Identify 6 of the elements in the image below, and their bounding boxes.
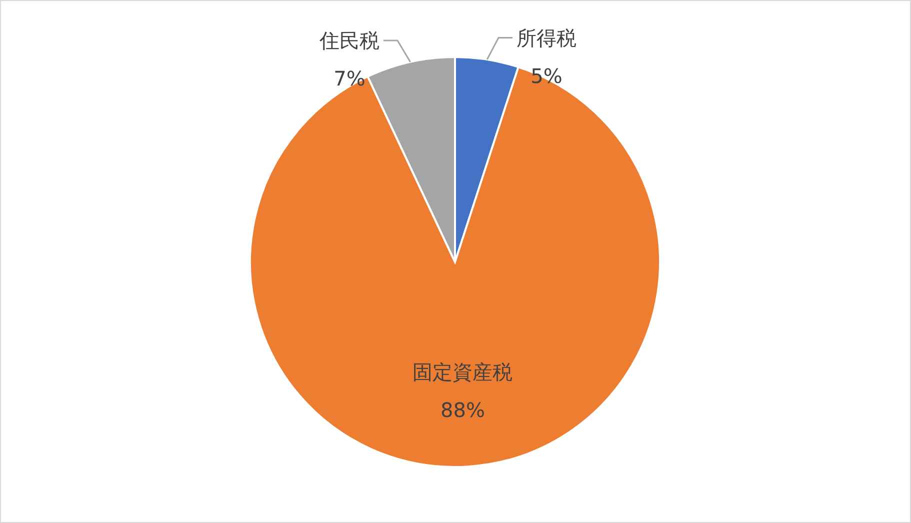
slice-label: 住民税	[318, 28, 380, 52]
data-label: 88%	[440, 398, 485, 422]
data-label: 5%	[530, 64, 562, 88]
slice-label: 固定資産税	[412, 360, 513, 384]
slice-label: 所得税	[516, 26, 577, 50]
data-label: 7%	[334, 66, 366, 90]
